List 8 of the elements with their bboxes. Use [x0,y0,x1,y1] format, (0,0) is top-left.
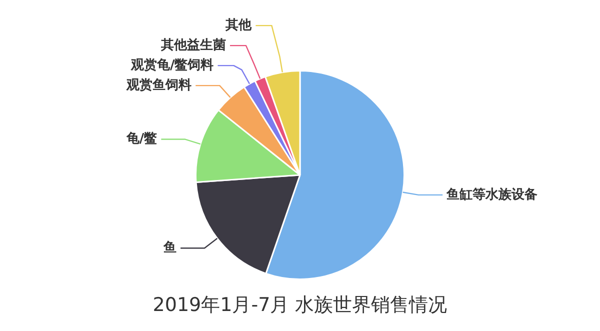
slice-label: 龟/鳖 [125,132,158,147]
slice-label: 鱼缸等水族设备 [446,186,538,202]
text: 2019年1月-7月 水族世界销售情况 [152,293,448,318]
slice-label: 观赏鱼饲料 [126,78,192,93]
slice-label: 其他益生菌 [160,38,226,53]
slice-label: 观赏龟/鳖饲料 [130,58,214,73]
slice-label: 其他 [224,18,253,33]
slice-label: 鱼 [162,240,177,256]
